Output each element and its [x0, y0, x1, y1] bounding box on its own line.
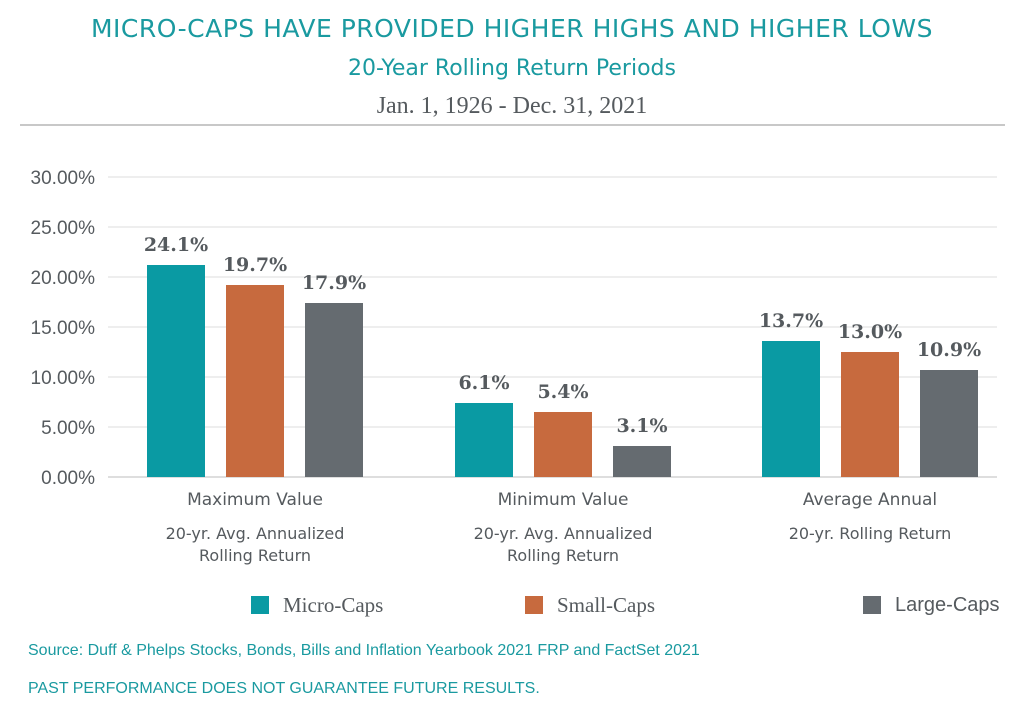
y-tick-label: 20.00%: [31, 268, 96, 289]
data-label: 17.9%: [302, 272, 366, 294]
legend-item-large-caps: Large-Caps: [863, 592, 1000, 618]
x-category-label: Minimum Value: [498, 490, 629, 510]
bar: [455, 403, 513, 477]
x-category-sublabel: 20-yr. Avg. Annualized: [166, 524, 345, 543]
legend-swatch-micro-caps: [251, 596, 269, 614]
chart-subtitle: 20-Year Rolling Return Periods: [348, 56, 676, 81]
bar: [613, 446, 671, 477]
x-category-sublabel: Rolling Return: [507, 546, 619, 565]
bar: [762, 341, 820, 477]
data-label: 13.7%: [759, 310, 823, 332]
bar: [305, 303, 363, 477]
bar-chart: 0.00% 5.00% 10.00% 15.00% 20.00% 25.00% 30.00%…: [31, 168, 997, 565]
legend-item-small-caps: Small-Caps: [525, 592, 655, 618]
data-label: 19.7%: [223, 254, 287, 276]
y-tick-label: 30.00%: [31, 168, 96, 189]
y-tick-label: 10.00%: [31, 368, 96, 389]
bar: [841, 352, 899, 477]
source-note: Source: Duff & Phelps Stocks, Bonds, Bil…: [28, 642, 700, 659]
y-tick-label: 25.00%: [31, 218, 96, 239]
data-label: 3.1%: [616, 415, 667, 437]
x-category-sublabel: 20-yr. Rolling Return: [789, 524, 952, 543]
legend-label-micro-caps: Micro-Caps: [283, 592, 384, 617]
y-tick-label: 0.00%: [41, 468, 95, 489]
legend-label-small-caps: Small-Caps: [557, 592, 655, 617]
chart-title: MICRO-CAPS HAVE PROVIDED HIGHER HIGHS AN…: [90, 14, 934, 43]
x-category-sublabel: Rolling Return: [199, 546, 311, 565]
x-category-sublabel: 20-yr. Avg. Annualized: [474, 524, 653, 543]
bar: [226, 285, 284, 477]
disclaimer-note: PAST PERFORMANCE DOES NOT GUARANTEE FUTU…: [28, 680, 540, 697]
date-range: Jan. 1, 1926 - Dec. 31, 2021: [376, 93, 648, 119]
legend-swatch-small-caps: [525, 596, 543, 614]
y-tick-label: 5.00%: [41, 418, 95, 439]
y-tick-label: 15.00%: [31, 318, 96, 339]
bar: [147, 265, 205, 477]
data-label: 24.1%: [144, 234, 208, 256]
legend-item-micro-caps: Micro-Caps: [251, 592, 383, 618]
data-label: 5.4%: [537, 381, 588, 403]
header-divider: [20, 124, 1005, 126]
x-category-label: Average Annual: [803, 490, 937, 510]
legend-label-large-caps: Large-Caps: [895, 593, 1000, 616]
x-category-label: Maximum Value: [187, 490, 323, 510]
legend-swatch-large-caps: [863, 596, 881, 614]
data-label: 10.9%: [917, 339, 981, 361]
bar: [534, 412, 592, 477]
data-label: 6.1%: [458, 372, 509, 394]
data-label: 13.0%: [838, 321, 902, 343]
bar: [920, 370, 978, 477]
